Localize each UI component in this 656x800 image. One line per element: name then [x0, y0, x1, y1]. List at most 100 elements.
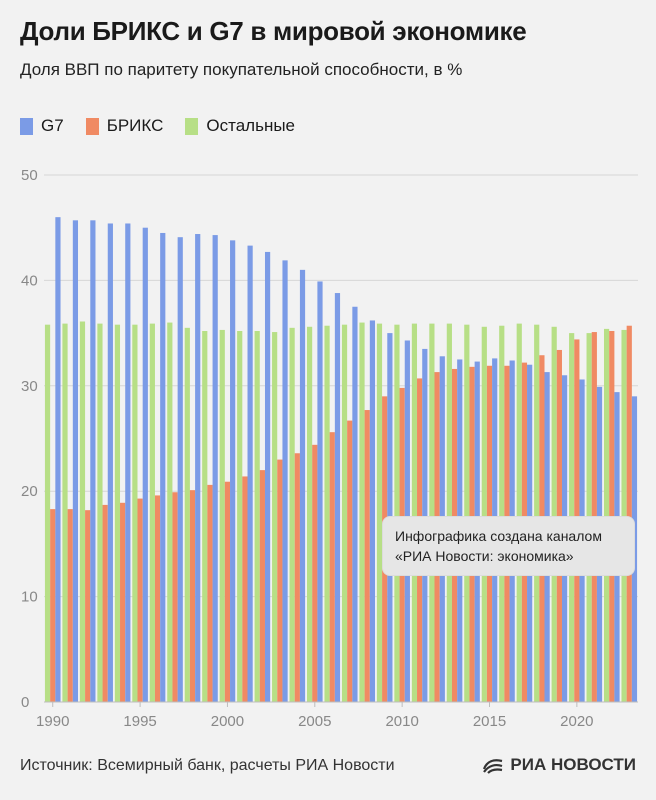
bar-other-2016: [499, 325, 505, 702]
bar-other-2004: [289, 327, 295, 702]
bar-g7-2000: [230, 240, 236, 702]
bar-g7-1993: [107, 223, 113, 702]
bar-other-1993: [97, 323, 103, 702]
bar-other-1998: [184, 327, 190, 702]
bar-brics-1996: [154, 495, 161, 702]
y-tick-label: 20: [21, 483, 38, 500]
x-tick-label: 2010: [385, 713, 418, 730]
y-tick-label: 0: [21, 694, 29, 711]
bar-brics-1999: [207, 484, 213, 702]
bar-other-2000: [219, 329, 225, 702]
bar-other-2008: [359, 322, 365, 702]
bar-other-1992: [79, 321, 86, 702]
bar-brics-2000: [224, 481, 231, 702]
bar-brics-1995: [137, 498, 143, 702]
bar-g7-2006: [334, 293, 341, 702]
bar-other-2007: [341, 324, 348, 702]
bar-other-2006: [324, 325, 330, 702]
logo-text: РИА НОВОСТИ: [510, 755, 636, 774]
legend-swatch-g7: [20, 117, 33, 135]
bar-brics-2008: [364, 410, 370, 702]
bar-g7-1991: [72, 220, 79, 702]
bar-brics-1997: [172, 492, 178, 702]
annotation-line-1: Инфографика создана каналом: [395, 528, 602, 544]
bar-brics-2003: [277, 459, 283, 702]
bar-brics-1993: [102, 504, 108, 702]
bar-other-1991: [62, 323, 68, 702]
bar-g7-2002: [264, 251, 271, 702]
y-tick-label: 30: [21, 378, 38, 395]
y-tick-label: 10: [21, 589, 38, 606]
bar-brics-1991: [67, 509, 73, 702]
ria-logo: РИА НОВОСТИ: [482, 755, 636, 775]
bar-other-2017: [516, 323, 522, 702]
legend-item-other: Остальные: [185, 116, 295, 136]
bar-other-2011: [411, 323, 418, 702]
x-tick-label: 2020: [560, 713, 593, 730]
bar-brics-1998: [189, 490, 196, 702]
bar-other-2023: [621, 329, 627, 702]
bar-brics-2004: [294, 453, 300, 702]
bar-g7-1990: [55, 217, 61, 702]
bar-brics-2001: [242, 476, 248, 702]
bar-other-2003: [272, 332, 278, 702]
bar-chart: 0 10 20 30 40 50 1990 1995 2000 2005 2010 2015 2020: [21, 167, 638, 730]
bar-other-1995: [132, 324, 138, 702]
bar-g7-1997: [177, 237, 183, 702]
bar-g7-1998: [195, 234, 201, 702]
bar-brics-2005: [312, 444, 318, 702]
x-tick-label: 1995: [123, 713, 156, 730]
bar-other-2019: [551, 326, 557, 702]
x-tick-label: 1990: [36, 713, 69, 730]
bar-g7-2003: [282, 260, 288, 702]
annotation-line-2: «РИА Новости: экономика»: [395, 548, 574, 564]
legend-swatch-brics: [85, 117, 99, 135]
bar-other-1994: [114, 324, 121, 702]
bar-brics-1994: [120, 502, 126, 702]
bar-g7-1992: [90, 220, 96, 702]
bar-other-2005: [306, 326, 313, 702]
bar-other-1996: [149, 323, 155, 702]
annotation-box: Инфографика создана каналом «РИА Новости…: [383, 517, 634, 575]
chart-subtitle: Доля ВВП по паритету покупательной спосо…: [20, 60, 463, 79]
bar-other-2013: [446, 323, 452, 702]
bar-other-2001: [237, 330, 243, 702]
legend-label-other: Остальные: [206, 116, 296, 135]
bar-other-2018: [534, 324, 540, 702]
legend-item-brics: БРИКС: [85, 116, 164, 136]
legend-swatch-other: [185, 117, 199, 135]
bar-brics-1990: [50, 509, 56, 702]
x-tick-label: 2005: [298, 713, 331, 730]
bar-g7-1999: [212, 235, 218, 702]
bar-brics-2007: [347, 420, 353, 702]
bar-g7-1996: [160, 232, 166, 702]
bar-other-2009: [376, 323, 383, 702]
bar-g7-2007: [352, 306, 358, 702]
bar-other-2015: [481, 326, 487, 702]
bar-g7-1995: [142, 227, 148, 702]
y-tick-label: 50: [21, 167, 38, 184]
bar-g7-2001: [247, 245, 253, 702]
bar-g7-2023: [631, 396, 638, 702]
legend: G7 БРИКС Остальные: [20, 116, 317, 136]
bar-brics-2022: [609, 330, 615, 702]
bar-other-1999: [202, 330, 208, 702]
bar-g7-2005: [317, 281, 323, 702]
bar-other-2014: [464, 324, 470, 702]
chart-title: Доли БРИКС и G7 в мировой экономике: [20, 16, 527, 46]
bar-brics-2006: [329, 432, 335, 702]
bar-g7-2004: [299, 269, 306, 702]
bar-other-2012: [429, 323, 435, 702]
legend-label-brics: БРИКС: [106, 116, 164, 135]
bar-brics-2002: [259, 470, 265, 702]
ria-globe-icon: [483, 759, 503, 774]
bar-other-1990: [44, 324, 51, 702]
bar-g7-1994: [125, 223, 131, 702]
x-tick-label: 2000: [211, 713, 244, 730]
bar-other-2002: [254, 330, 260, 702]
bar-other-2010: [394, 324, 400, 702]
bar-g7-2008: [369, 320, 376, 702]
bar-other-2022: [603, 328, 610, 702]
bar-brics-1992: [85, 510, 91, 702]
y-tick-label: 40: [21, 272, 38, 289]
